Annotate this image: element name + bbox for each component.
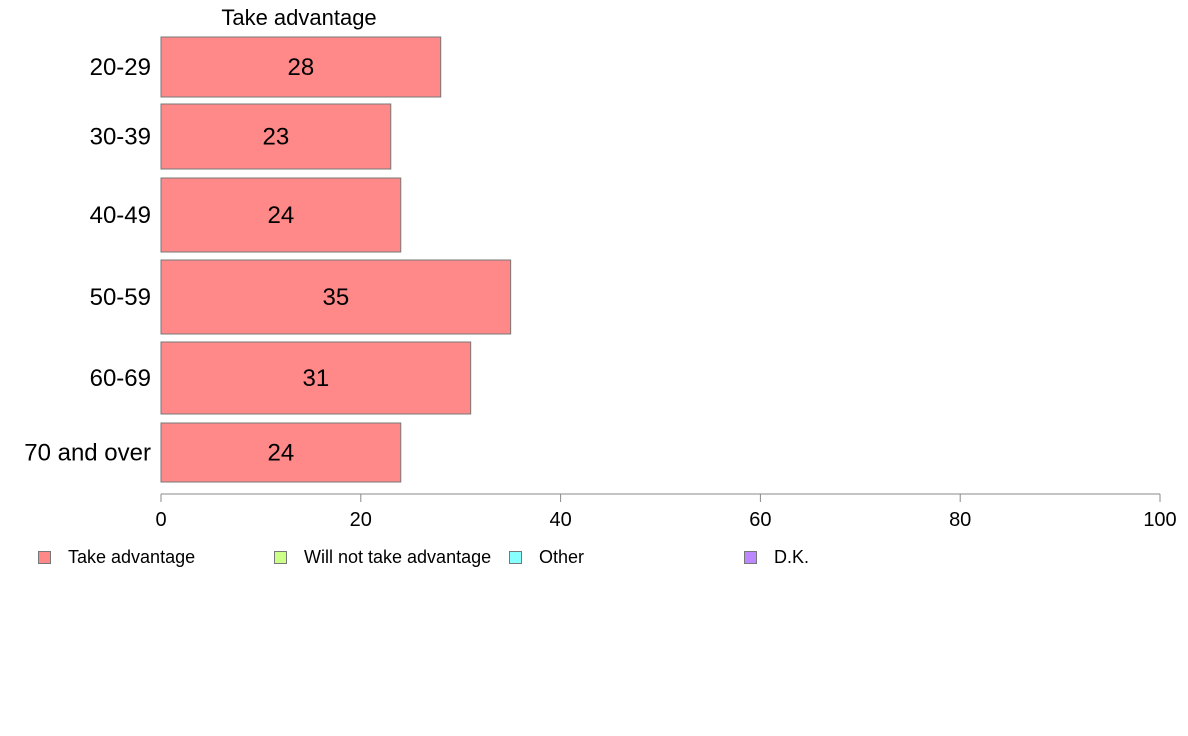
legend-swatch-other [509,551,522,564]
legend-item-dk: D.K. [744,547,809,568]
legend-swatch-will-not-take-advantage [274,551,287,564]
category-label-30-39: 30-39 [90,124,151,151]
category-label-40-49: 40-49 [90,202,151,229]
legend-swatch-dk [744,551,757,564]
bar-70-and-over [160,422,402,483]
legend-label: Other [539,547,585,567]
category-label-60-69: 60-69 [90,365,151,392]
bar-30-39 [160,103,392,170]
bar-50-59 [160,259,512,335]
bars-group: 28 20-29 23 30-39 24 40-49 35 50-59 31 60-69 24 70 … [24,36,512,483]
legend-item-other: Other [509,547,584,568]
x-tick-label-0: 0 [155,509,166,531]
legend-label: Will not take advantage [304,547,492,567]
x-tick-label-80: 80 [949,509,971,531]
bar-40-49 [160,177,402,253]
x-axis: 0 20 40 60 80 100 [155,493,1177,531]
legend-label: Take advantage [68,547,196,567]
x-tick-label-100: 100 [1143,509,1176,531]
x-tick-label-40: 40 [549,509,571,531]
chart-title: Take advantage [221,5,376,30]
legend-swatch-take-advantage [38,551,51,564]
legend-item-will-not-take-advantage: Will not take advantage [274,547,491,568]
value-label-30-39: 23 [263,124,290,151]
legend-label: D.K. [774,547,810,567]
value-label-70-and-over: 24 [268,440,295,467]
bar-chart: Take advantage 28 20-29 23 30-39 24 40-49 35 50… [24,5,1177,531]
category-label-50-59: 50-59 [90,284,151,311]
x-tick-label-20: 20 [350,509,372,531]
value-label-50-59: 35 [322,284,349,311]
x-tick-label-60: 60 [749,509,771,531]
bar-60-69 [160,341,472,415]
value-label-20-29: 28 [288,54,315,81]
bar-20-29 [160,36,442,98]
category-label-20-29: 20-29 [90,54,151,81]
value-label-60-69: 31 [302,365,329,392]
legend: Take advantage Will not take advantage O… [38,547,1138,571]
category-label-70-and-over: 70 and over [24,440,151,467]
value-label-40-49: 24 [268,202,295,229]
legend-item-take-advantage: Take advantage [38,547,195,568]
